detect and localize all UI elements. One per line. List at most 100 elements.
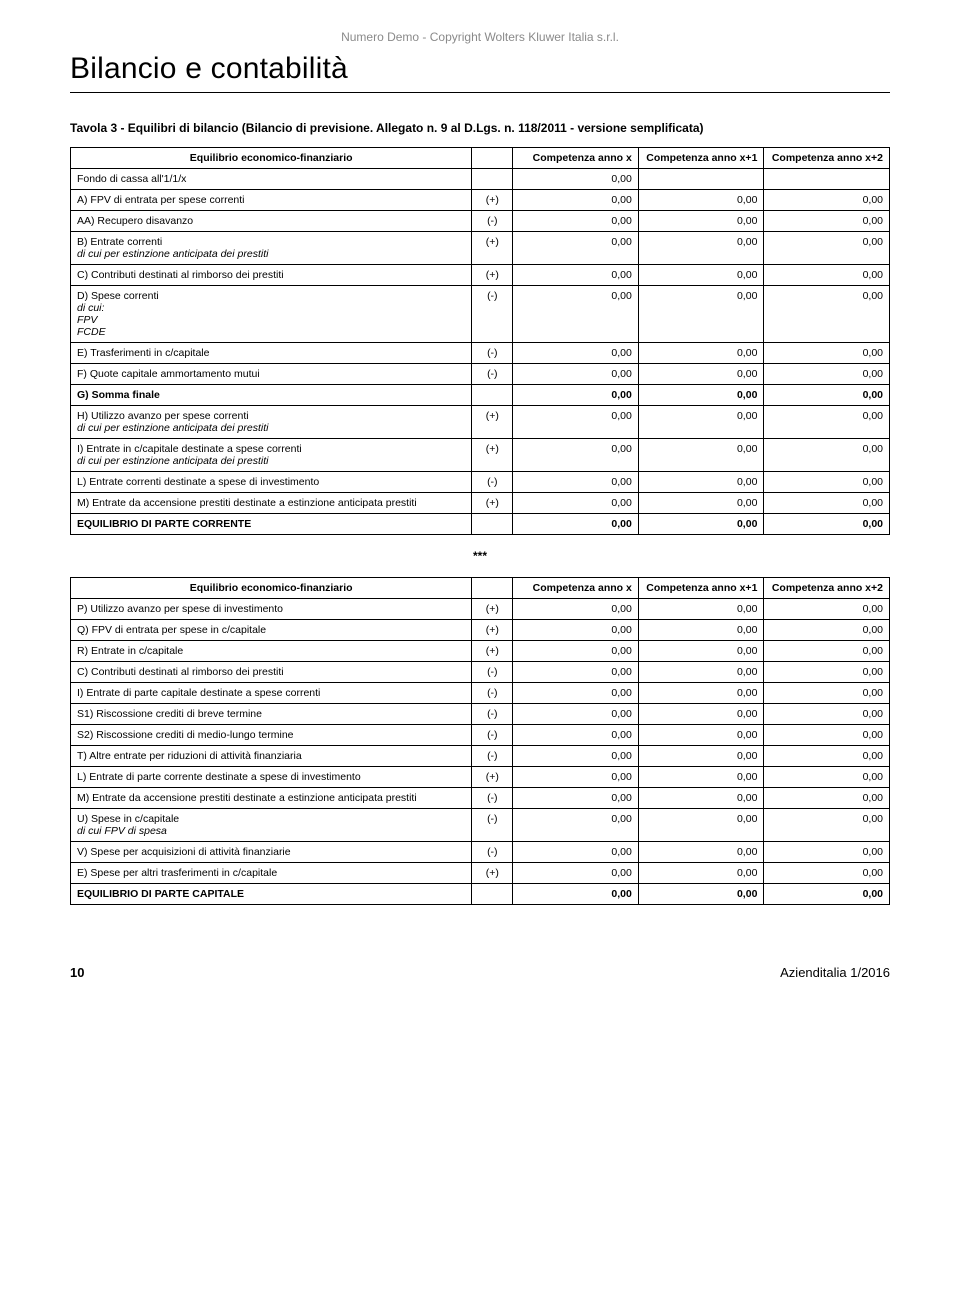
cell-value: 0,00 bbox=[513, 599, 639, 620]
cell-value: 0,00 bbox=[513, 286, 639, 343]
cell-value: 0,00 bbox=[638, 809, 764, 842]
cell-value: 0,00 bbox=[638, 211, 764, 232]
cell-value: 0,00 bbox=[513, 472, 639, 493]
cell-sign: (+) bbox=[472, 620, 513, 641]
cell-value: 0,00 bbox=[638, 232, 764, 265]
cell-description: F) Quote capitale ammortamento mutui bbox=[71, 364, 472, 385]
page-footer: 10 Azienditalia 1/2016 bbox=[70, 965, 890, 980]
cell-description: D) Spese correntidi cui:FPVFCDE bbox=[71, 286, 472, 343]
table-row: C) Contributi destinati al rimborso dei … bbox=[71, 662, 890, 683]
cell-value: 0,00 bbox=[638, 620, 764, 641]
cell-value: 0,00 bbox=[764, 439, 890, 472]
cell-value: 0,00 bbox=[764, 863, 890, 884]
table-row: C) Contributi destinati al rimborso dei … bbox=[71, 265, 890, 286]
th-sign bbox=[472, 148, 513, 169]
cell-value: 0,00 bbox=[764, 662, 890, 683]
cell-value: 0,00 bbox=[638, 439, 764, 472]
cell-value: 0,00 bbox=[764, 599, 890, 620]
cell-sign: (+) bbox=[472, 439, 513, 472]
cell-value: 0,00 bbox=[513, 406, 639, 439]
cell-value: 0,00 bbox=[764, 725, 890, 746]
table-row: G) Somma finale0,000,000,00 bbox=[71, 385, 890, 406]
cell-sign: (-) bbox=[472, 286, 513, 343]
cell-sign: (-) bbox=[472, 683, 513, 704]
th-sign bbox=[472, 578, 513, 599]
table-row: EQUILIBRIO DI PARTE CAPITALE0,000,000,00 bbox=[71, 884, 890, 905]
table-row: E) Trasferimenti in c/capitale(-)0,000,0… bbox=[71, 343, 890, 364]
table-row: Q) FPV di entrata per spese in c/capital… bbox=[71, 620, 890, 641]
cell-value: 0,00 bbox=[764, 641, 890, 662]
table-row: AA) Recupero disavanzo(-)0,000,000,00 bbox=[71, 211, 890, 232]
cell-description: V) Spese per acquisizioni di attività fi… bbox=[71, 842, 472, 863]
cell-description: H) Utilizzo avanzo per spese correntidi … bbox=[71, 406, 472, 439]
cell-value: 0,00 bbox=[638, 343, 764, 364]
cell-sign: (-) bbox=[472, 472, 513, 493]
table-row: T) Altre entrate per riduzioni di attivi… bbox=[71, 746, 890, 767]
cell-value: 0,00 bbox=[513, 683, 639, 704]
cell-description: M) Entrate da accensione prestiti destin… bbox=[71, 493, 472, 514]
cell-description: E) Trasferimenti in c/capitale bbox=[71, 343, 472, 364]
cell-value: 0,00 bbox=[764, 286, 890, 343]
cell-description: L) Entrate correnti destinate a spese di… bbox=[71, 472, 472, 493]
th-c1: Competenza anno x bbox=[513, 148, 639, 169]
table-row: I) Entrate in c/capitale destinate a spe… bbox=[71, 439, 890, 472]
cell-description: I) Entrate in c/capitale destinate a spe… bbox=[71, 439, 472, 472]
cell-value: 0,00 bbox=[638, 725, 764, 746]
cell-value: 0,00 bbox=[638, 704, 764, 725]
cell-sign: (+) bbox=[472, 265, 513, 286]
table-row: E) Spese per altri trasferimenti in c/ca… bbox=[71, 863, 890, 884]
cell-sign: (-) bbox=[472, 809, 513, 842]
cell-description: AA) Recupero disavanzo bbox=[71, 211, 472, 232]
cell-value: 0,00 bbox=[513, 662, 639, 683]
cell-value: 0,00 bbox=[764, 884, 890, 905]
cell-value: 0,00 bbox=[764, 842, 890, 863]
cell-sign: (+) bbox=[472, 232, 513, 265]
cell-value: 0,00 bbox=[638, 746, 764, 767]
cell-description: R) Entrate in c/capitale bbox=[71, 641, 472, 662]
cell-value: 0,00 bbox=[638, 514, 764, 535]
table-row: A) FPV di entrata per spese correnti(+) 0… bbox=[71, 190, 890, 211]
cell-value: 0,00 bbox=[638, 662, 764, 683]
cell-value: 0,00 bbox=[764, 385, 890, 406]
cell-description: S1) Riscossione crediti di breve termine bbox=[71, 704, 472, 725]
cell-value: 0,00 bbox=[638, 863, 764, 884]
th-desc: Equilibrio economico-finanziario bbox=[71, 578, 472, 599]
cell-description: U) Spese in c/capitaledi cui FPV di spes… bbox=[71, 809, 472, 842]
cell-value: 0,00 bbox=[764, 472, 890, 493]
cell-sign: (-) bbox=[472, 746, 513, 767]
table-2-body: P) Utilizzo avanzo per spese di investim… bbox=[71, 599, 890, 905]
cell-sign: (+) bbox=[472, 641, 513, 662]
cell-sign: (-) bbox=[472, 364, 513, 385]
cell-value: 0,00 bbox=[513, 704, 639, 725]
cell-value: 0,00 bbox=[513, 385, 639, 406]
cell-description: B) Entrate correntidi cui per estinzione… bbox=[71, 232, 472, 265]
table-row: B) Entrate correntidi cui per estinzione… bbox=[71, 232, 890, 265]
cell-value: 0,00 bbox=[513, 169, 639, 190]
cell-value: 0,00 bbox=[513, 746, 639, 767]
cell-value: 0,00 bbox=[764, 620, 890, 641]
cell-value: 0,00 bbox=[638, 788, 764, 809]
cell-value: 0,00 bbox=[638, 286, 764, 343]
cell-value: 0,00 bbox=[764, 211, 890, 232]
cell-sign: (-) bbox=[472, 842, 513, 863]
cell-description: EQUILIBRIO DI PARTE CAPITALE bbox=[71, 884, 472, 905]
cell-value: 0,00 bbox=[764, 232, 890, 265]
cell-value: 0,00 bbox=[638, 493, 764, 514]
cell-description: Q) FPV di entrata per spese in c/capital… bbox=[71, 620, 472, 641]
table-row: P) Utilizzo avanzo per spese di investim… bbox=[71, 599, 890, 620]
cell-value: 0,00 bbox=[513, 809, 639, 842]
cell-value bbox=[764, 169, 890, 190]
cell-value: 0,00 bbox=[513, 788, 639, 809]
cell-description: P) Utilizzo avanzo per spese di investim… bbox=[71, 599, 472, 620]
table-row: D) Spese correntidi cui:FPVFCDE(-)0,000,… bbox=[71, 286, 890, 343]
cell-description: A) FPV di entrata per spese correnti bbox=[71, 190, 472, 211]
table-row: R) Entrate in c/capitale(+)0,000,000,00 bbox=[71, 641, 890, 662]
journal-ref: Azienditalia 1/2016 bbox=[780, 965, 890, 980]
cell-sign: (+) bbox=[472, 190, 513, 211]
section-title: Bilancio e contabilità bbox=[70, 52, 890, 93]
cell-value: 0,00 bbox=[638, 472, 764, 493]
cell-value: 0,00 bbox=[764, 190, 890, 211]
table-1: Equilibrio economico-finanziario Compete… bbox=[70, 147, 890, 535]
cell-value: 0,00 bbox=[638, 884, 764, 905]
cell-description: M) Entrate da accensione prestiti destin… bbox=[71, 788, 472, 809]
